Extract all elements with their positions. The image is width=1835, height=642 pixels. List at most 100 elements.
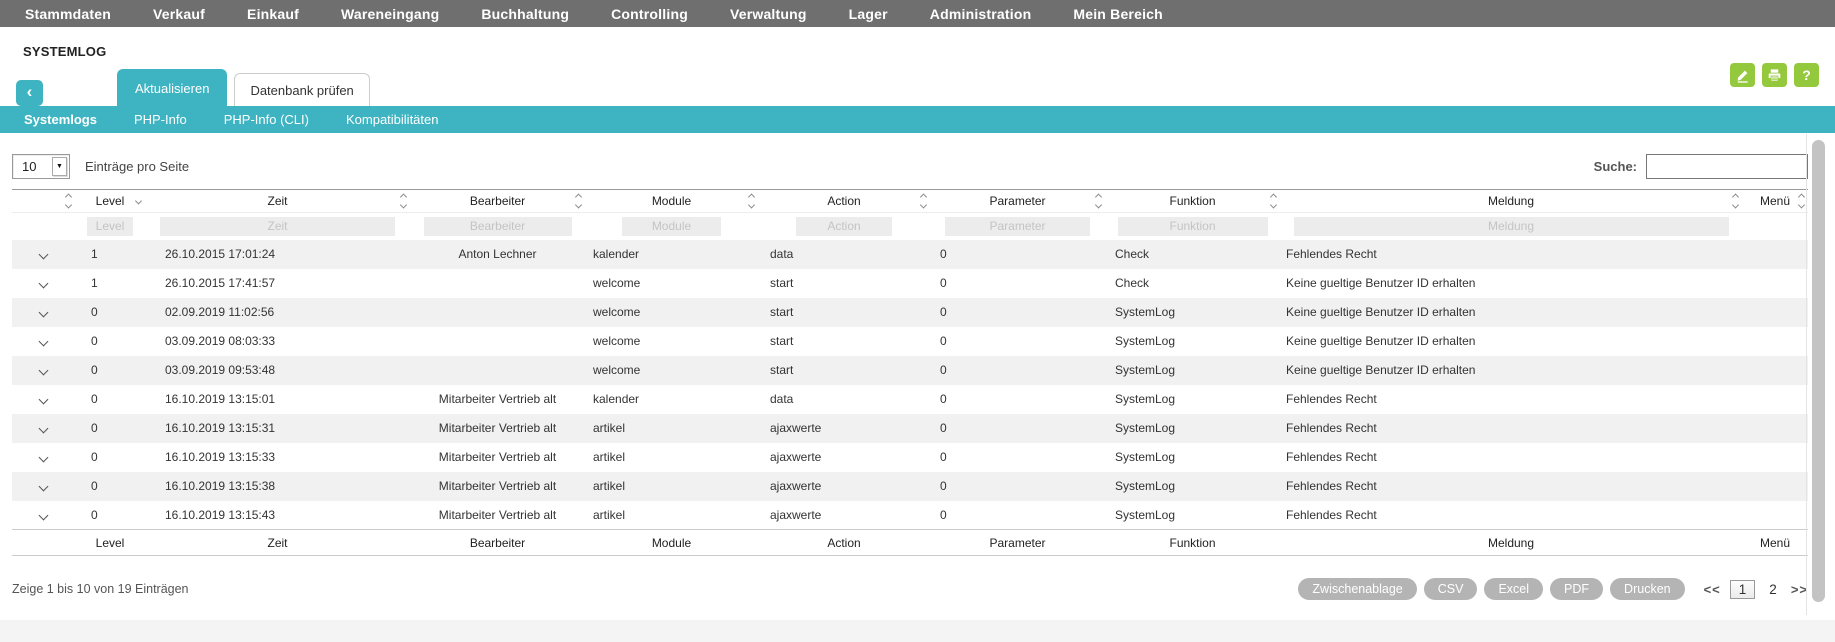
column-header-funktion[interactable]: Funktion [1105,189,1280,213]
column-header-level[interactable]: Level [75,189,145,213]
column-header-zeit[interactable]: Zeit [145,189,410,213]
cell-meldung: Keine gueltige Benutzer ID erhalten [1286,276,1476,290]
edit-button[interactable] [1730,63,1755,87]
print-button[interactable] [1762,63,1787,87]
filter-level-input[interactable] [87,216,133,236]
cell-module: kalender [593,392,640,406]
main-menu-item[interactable]: Verkauf [153,5,206,22]
main-menu-item[interactable]: Administration [929,5,1032,22]
page-title: SYSTEMLOG [23,44,107,59]
content-right-border [1806,134,1807,615]
filter-funktion-input[interactable] [1117,216,1268,236]
cell-meldung: Keine gueltige Benutzer ID erhalten [1286,305,1476,319]
tab[interactable]: Aktualisieren [117,69,228,106]
filter-bearbeiter-input[interactable] [423,216,572,236]
footer-label-level: Level [75,529,145,556]
sub-tab[interactable]: Kompatibilitäten [345,112,439,127]
cell-level: 1 [91,247,98,261]
filter-zeit-input[interactable] [160,216,395,236]
cell-menu [1742,356,1808,385]
export-button[interactable]: PDF [1550,578,1604,600]
main-menu-item[interactable]: Mein Bereich [1073,5,1163,22]
expand-row-icon[interactable] [38,278,49,289]
filter-module-input[interactable] [622,216,721,236]
cell-zeit: 03.09.2019 09:53:48 [165,363,276,377]
expand-row-icon[interactable] [38,365,49,376]
cell-bearbeiter [410,356,585,385]
sort-icon [64,193,73,209]
expand-row-icon[interactable] [38,423,49,434]
column-header-menu[interactable]: Menü [1742,189,1808,213]
export-button[interactable]: CSV [1423,578,1478,600]
column-header-meldung[interactable]: Meldung [1280,189,1742,213]
main-menu-item[interactable]: Einkauf [247,5,299,22]
sort-icon [399,193,408,209]
cell-parameter: 0 [940,363,947,377]
main-menu-item[interactable]: Stammdaten [25,5,112,22]
page-number-button[interactable]: 2 [1769,581,1777,597]
expand-row-icon[interactable] [38,249,49,260]
footer-label-action: Action [758,529,930,556]
search-input[interactable] [1646,154,1808,179]
vertical-scrollbar[interactable] [1812,140,1825,602]
page-number-button[interactable]: 1 [1729,579,1756,599]
cell-module: artikel [593,507,626,522]
filter-parameter-input[interactable] [945,216,1090,236]
next-page-button[interactable]: >> [1790,581,1808,597]
cell-bearbeiter [410,327,585,356]
sub-tab[interactable]: Systemlogs [24,112,97,127]
expand-row-icon[interactable] [38,481,49,492]
prev-page-button[interactable]: << [1703,581,1721,597]
column-header-action[interactable]: Action [758,189,930,213]
main-menu-item[interactable]: Buchhaltung [481,5,570,22]
expand-row-icon[interactable] [38,307,49,318]
cell-zeit: 26.10.2015 17:01:24 [165,247,276,261]
expand-row-icon[interactable] [38,452,49,463]
main-menu-item[interactable]: Controlling [611,5,688,22]
cell-level: 0 [91,450,98,464]
cell-menu [1742,443,1808,472]
cell-menu [1742,269,1808,298]
cell-parameter: 0 [940,334,947,348]
export-button[interactable]: Zwischenablage [1298,578,1417,600]
cell-bearbeiter [410,269,585,298]
column-header-parameter[interactable]: Parameter [930,189,1105,213]
export-button[interactable]: Drucken [1610,578,1685,600]
chevron-left-icon: ‹ [26,82,33,101]
cell-zeit: 16.10.2019 13:15:38 [165,479,276,493]
footer-label-parameter: Parameter [930,529,1105,556]
back-button[interactable]: ‹ [16,80,43,106]
page-size-select[interactable]: 10 ▼ [12,154,70,179]
sub-tab[interactable]: PHP-Info [133,112,187,127]
cell-bearbeiter: Anton Lechner [458,247,537,261]
main-menu-item[interactable]: Lager [848,5,888,22]
cell-meldung: Fehlendes Recht [1286,247,1377,261]
expand-row-icon[interactable] [38,394,49,405]
cell-module: welcome [593,363,641,377]
footer-label-zeit: Zeit [145,529,410,556]
cell-menu [1742,240,1808,269]
cell-zeit: 16.10.2019 13:15:43 [165,507,276,522]
filter-meldung-input[interactable] [1293,216,1729,236]
tab[interactable]: Datenbank prüfen [234,73,370,106]
main-menu-item[interactable]: Wareneingang [341,5,440,22]
table-row: 1 26.10.2015 17:41:57 welcome start 0 Ch… [12,269,1808,298]
column-header-bearbeiter[interactable]: Bearbeiter [410,189,585,213]
expand-row-icon[interactable] [38,336,49,347]
column-header-module[interactable]: Module [585,189,758,213]
export-button[interactable]: Excel [1484,578,1544,600]
column-header-expander[interactable] [12,189,75,213]
cell-bearbeiter: Mitarbeiter Vertrieb alt [438,421,557,435]
cell-module: artikel [593,450,626,464]
help-button[interactable]: ? [1794,63,1819,87]
footer-label-module: Module [585,529,758,556]
sub-tab[interactable]: PHP-Info (CLI) [223,112,309,127]
expand-row-icon[interactable] [38,510,49,521]
table-row: 1 26.10.2015 17:01:24 Anton Lechner kale… [12,239,1808,269]
cell-funktion: SystemLog [1115,334,1176,348]
cell-level: 0 [91,507,98,522]
filter-action-input[interactable] [796,216,892,236]
cell-menu [1742,385,1808,414]
main-menu-item[interactable]: Verwaltung [729,5,807,22]
sort-icon [747,193,756,209]
